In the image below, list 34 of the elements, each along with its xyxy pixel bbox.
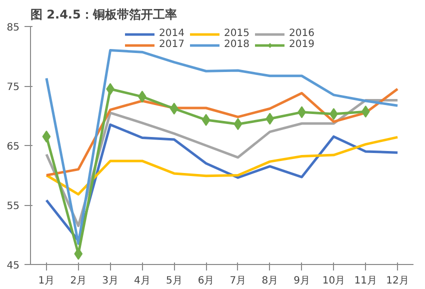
x-tick-label: 9月 xyxy=(294,276,310,286)
x-tick-label: 7月 xyxy=(230,276,246,286)
point xyxy=(234,118,242,130)
x-tick-label: 3月 xyxy=(102,276,118,286)
point xyxy=(202,114,210,126)
legend-label: 2019 xyxy=(289,39,316,50)
legend-label: 2017 xyxy=(159,39,186,50)
y-tick-label: 85 xyxy=(6,22,20,34)
line-series xyxy=(45,49,399,245)
point xyxy=(266,112,274,125)
legend-label: 2018 xyxy=(224,39,250,50)
legend-label: 2014 xyxy=(159,28,186,39)
x-tick-label: 12月 xyxy=(386,276,409,286)
line-series xyxy=(45,136,399,196)
x-tick-label: 8月 xyxy=(262,276,278,286)
point xyxy=(42,130,51,143)
point xyxy=(74,248,83,260)
legend-label: 2015 xyxy=(224,28,250,39)
point xyxy=(170,102,178,115)
x-tick-label: 11月 xyxy=(354,276,377,286)
y-tick-label: 45 xyxy=(6,260,20,272)
x-tick-label: 4月 xyxy=(134,276,150,286)
y-tick-label: 65 xyxy=(6,142,20,152)
chart-title: 图 2.4.5：铜板带箔开工率 xyxy=(30,8,177,22)
y-tick-label: 75 xyxy=(6,82,20,93)
x-tick-label: 2月 xyxy=(70,276,87,286)
point xyxy=(361,106,370,118)
x-tick-label: 5月 xyxy=(166,276,182,286)
x-tick-label: 6月 xyxy=(198,276,214,286)
x-tick-label: 10月 xyxy=(322,276,346,286)
legend-label: 2016 xyxy=(289,28,316,39)
x-tick-label: 1月 xyxy=(38,276,55,286)
y-tick-label: 55 xyxy=(6,201,20,212)
line-series xyxy=(45,88,399,176)
